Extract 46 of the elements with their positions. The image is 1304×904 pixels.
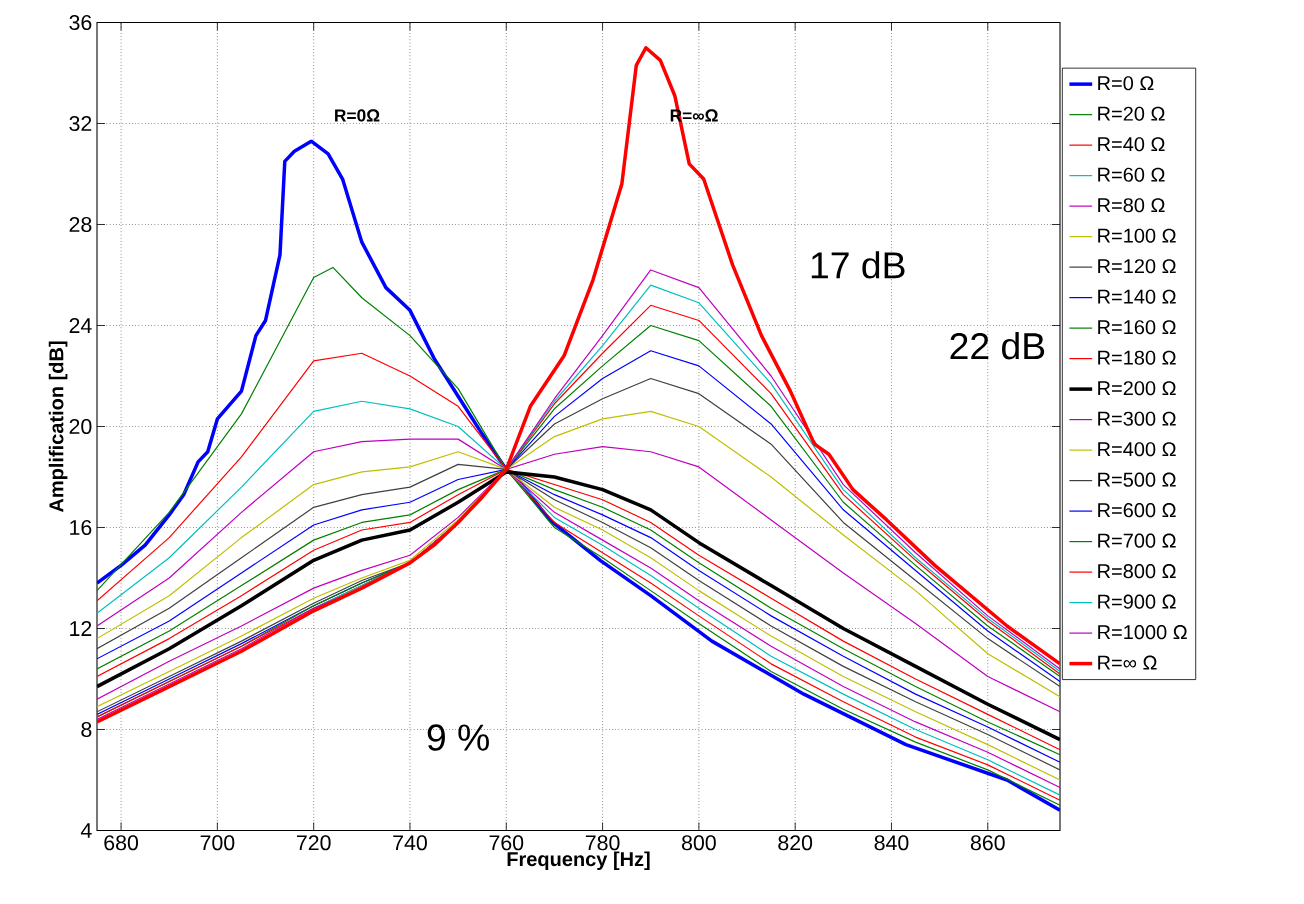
legend-label: R=900 Ω — [1098, 594, 1176, 609]
legend-label: R=1000 Ω — [1098, 625, 1187, 640]
y-tick-label: 24 — [69, 318, 92, 333]
legend-label: R=160 Ω — [1098, 320, 1176, 335]
legend-label: R=60 Ω — [1098, 167, 1165, 182]
y-tick-label: 28 — [69, 216, 92, 233]
legend-label: R=120 Ω — [1098, 259, 1176, 274]
y-tick-label: 36 — [69, 14, 92, 31]
legend-label: R=400 Ω — [1098, 442, 1176, 457]
x-tick-label: 720 — [296, 835, 331, 851]
x-tick-label: 780 — [585, 835, 620, 851]
x-tick-label: 840 — [874, 835, 909, 851]
x-tick-label: 820 — [778, 835, 813, 851]
y-tick-label: 32 — [69, 115, 92, 132]
x-tick-label: 800 — [682, 835, 716, 851]
legend-label: R=140 Ω — [1098, 289, 1176, 304]
y-tick-label: 16 — [70, 519, 92, 536]
legend-label: R=180 Ω — [1098, 350, 1176, 365]
legend-label: R=200 Ω — [1098, 381, 1176, 396]
x-tick-label: 680 — [104, 835, 139, 851]
legend-label: R=0 Ω — [1098, 76, 1154, 91]
annotation: 17 dB — [811, 251, 905, 279]
y-tick-label: 4 — [80, 823, 92, 838]
legend-label: R=500 Ω — [1098, 472, 1176, 487]
annotation: R=0Ω — [335, 109, 380, 122]
y-axis-title: Amplification [dB] — [48, 341, 68, 513]
annotation: 22 dB — [950, 332, 1045, 360]
legend-label: R=700 Ω — [1098, 533, 1176, 548]
x-tick-label: 700 — [200, 835, 235, 851]
x-axis-title: Frequency [Hz] — [507, 851, 650, 871]
legend-label: R=40 Ω — [1098, 137, 1165, 152]
y-tick-label: 20 — [69, 418, 92, 435]
y-tick-label: 12 — [70, 621, 92, 636]
y-tick-label: 8 — [81, 721, 92, 738]
x-tick-label: 740 — [393, 835, 427, 851]
legend-label: R=∞ Ω — [1098, 655, 1157, 670]
legend-label: R=80 Ω — [1098, 198, 1165, 213]
annotation: 9 % — [427, 724, 489, 751]
x-tick-label: 860 — [970, 835, 1005, 851]
legend-label: R=100 Ω — [1098, 228, 1176, 243]
legend-label: R=600 Ω — [1098, 503, 1176, 518]
line-series — [97, 139, 1061, 813]
legend-label: R=20 Ω — [1098, 106, 1165, 121]
legend-label: R=800 Ω — [1098, 564, 1176, 579]
legend-label: R=300 Ω — [1098, 411, 1176, 426]
x-tick-label: 760 — [489, 835, 524, 851]
